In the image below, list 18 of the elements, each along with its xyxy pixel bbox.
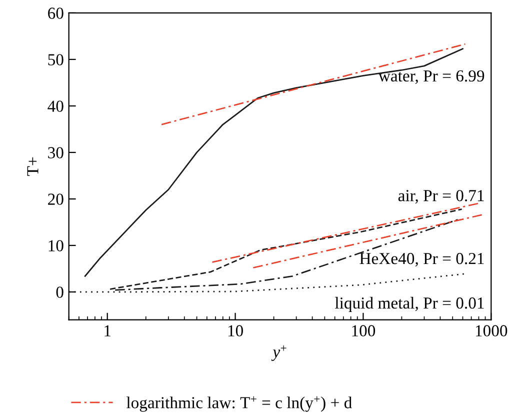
x-tick-label: 100 xyxy=(352,325,376,336)
annotation: HeXe40, Pr = 0.21 xyxy=(360,252,484,267)
annotation: air, Pr = 0.71 xyxy=(398,190,484,204)
annotation: liquid metal, Pr = 0.01 xyxy=(335,296,484,312)
y-tick-label: 60 xyxy=(48,8,64,19)
x-tick-label: 10 xyxy=(228,325,243,336)
y-axis-title: T+ xyxy=(27,157,38,176)
x-axis-title: y$^{+}$ xyxy=(271,345,286,361)
y-tick-label: 40 xyxy=(48,100,64,112)
y-tick-label: 30 xyxy=(48,147,64,158)
y-tick-label: 50 xyxy=(48,54,64,66)
y-tick-label: 10 xyxy=(48,240,64,252)
x-tick-label: 1000 xyxy=(476,325,508,336)
legend-label: logarithmic law: T$^{+}$ = c ln(y$^{+}$) + d xyxy=(126,396,352,412)
annotation: water, Pr = 6.99 xyxy=(378,70,484,84)
y-tick-label: 20 xyxy=(48,194,64,205)
x-tick-label: 1 xyxy=(104,325,111,336)
y-tick-label: 0 xyxy=(56,286,64,298)
